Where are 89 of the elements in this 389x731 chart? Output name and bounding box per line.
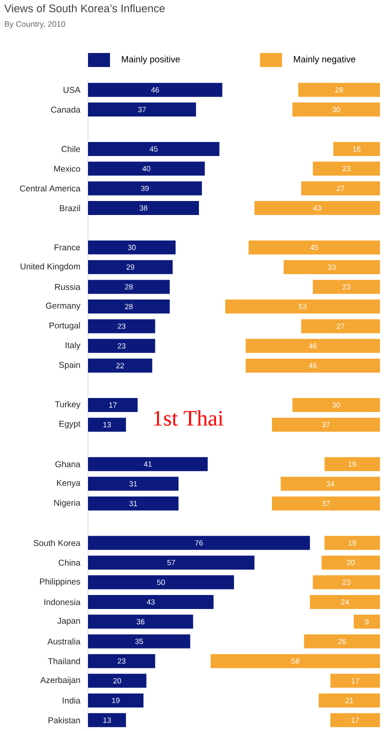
y-tick-label: Azerbaijan: [40, 676, 80, 685]
bar: [284, 260, 380, 274]
bar: [330, 713, 380, 728]
y-tick-label: United Kingdom: [20, 263, 80, 272]
annotation: 1st Thai: [154, 410, 224, 426]
bar: [88, 536, 310, 550]
bar: [88, 398, 138, 412]
chart-subtitle: By Country, 2010: [4, 21, 66, 28]
bar: [246, 358, 380, 373]
y-tick-label: Ghana: [55, 460, 80, 468]
bar: [88, 614, 194, 629]
bar: [88, 300, 170, 314]
bar: [354, 614, 380, 629]
y-tick-label: Turkey: [54, 401, 80, 409]
bar: [330, 674, 380, 688]
bar: [322, 556, 380, 570]
bar: [333, 142, 380, 156]
bar: [88, 594, 214, 609]
chart-title: Views of South Korea’s Influence: [4, 4, 165, 12]
y-tick-label: Russia: [55, 284, 80, 290]
legend-label: Mainly negative: [294, 56, 356, 64]
legend-label: Mainly positive: [122, 56, 180, 64]
y-tick-label: Spain: [59, 362, 80, 370]
y-tick-label: Nigeria: [54, 500, 80, 508]
y-tick-label: Germany: [46, 302, 80, 310]
bar: [225, 300, 380, 314]
bar: [312, 280, 380, 294]
y-tick-label: Canada: [51, 106, 80, 113]
bar: [324, 536, 380, 550]
bar: [210, 654, 380, 668]
bar: [301, 319, 380, 334]
bar: [324, 457, 380, 472]
bar: [272, 418, 380, 432]
bar: [304, 634, 380, 648]
bar: [318, 693, 380, 708]
bar: [246, 338, 380, 353]
y-tick-label: Central America: [20, 185, 80, 192]
y-tick-label: Australia: [47, 638, 80, 644]
bar: [292, 398, 380, 412]
y-tick-label: Egypt: [59, 420, 80, 429]
bar: [88, 260, 173, 274]
bar: [88, 319, 156, 334]
bar: [298, 82, 380, 97]
y-tick-label: Portugal: [50, 322, 80, 330]
bar: [88, 654, 156, 668]
bar: [88, 181, 202, 196]
y-tick-label: Japan: [57, 618, 80, 626]
y-tick-label: Indonesia: [44, 598, 80, 606]
bar: [292, 102, 380, 117]
bar: [88, 102, 196, 117]
bar: [88, 476, 179, 491]
bar: [88, 358, 152, 373]
y-tick-label: USA: [64, 86, 80, 93]
y-tick-label: Mexico: [54, 166, 80, 172]
bar: [88, 280, 170, 294]
bar: [88, 713, 126, 728]
bar: [312, 575, 380, 590]
bar: [88, 457, 208, 472]
y-tick-label: Chile: [62, 146, 80, 152]
bar: [88, 82, 222, 97]
bar: [312, 162, 380, 176]
bar: [280, 476, 380, 491]
bar: [88, 162, 205, 176]
bar: [88, 575, 234, 590]
bar: [88, 240, 176, 254]
bar: [310, 594, 380, 609]
y-tick-label: Kenya: [57, 480, 80, 488]
y-tick-label: Italy: [66, 342, 80, 350]
y-tick-label: Philippines: [40, 578, 80, 586]
y-tick-label: China: [58, 559, 80, 566]
y-tick-label: South Korea: [34, 540, 80, 546]
bar: [88, 496, 179, 510]
bar: [301, 181, 380, 196]
y-tick-label: France: [54, 244, 80, 250]
bar: [88, 142, 220, 156]
bar: [88, 693, 144, 708]
bar: [88, 634, 190, 648]
bar: [88, 556, 254, 570]
bar: [248, 240, 380, 254]
bar: [254, 201, 380, 216]
bar: [88, 201, 199, 216]
bar: [88, 338, 156, 353]
y-tick-label: Brazil: [60, 204, 80, 212]
y-tick-label: India: [62, 697, 80, 704]
bar: [272, 496, 380, 510]
bar: [88, 418, 126, 432]
y-tick-label: Thailand: [48, 658, 80, 664]
y-tick-label: Pakistan: [48, 717, 80, 724]
bar: [88, 674, 146, 688]
